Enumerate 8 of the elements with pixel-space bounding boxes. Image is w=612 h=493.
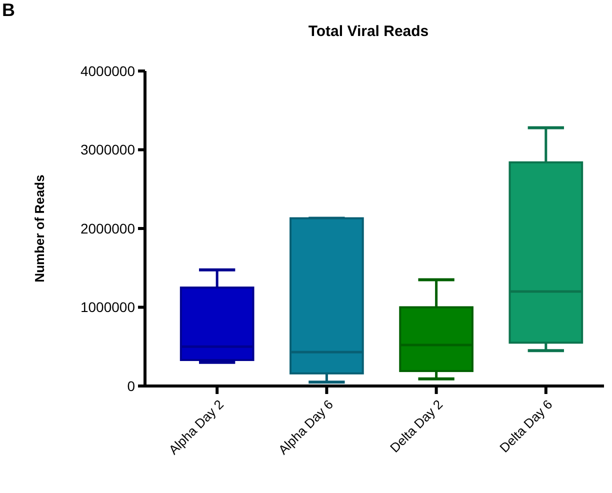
text: B [2,0,15,20]
chart-title: Total Viral Reads [308,23,429,40]
y-tick-label: 3000000 [80,142,136,158]
y-tick-label: 2000000 [80,220,136,236]
y-tick-label: 0 [127,378,136,394]
y-tick-label: 4000000 [80,62,136,79]
y-axis-title: Number of Reads [32,174,47,282]
y-tick-label: 1000000 [80,299,136,316]
